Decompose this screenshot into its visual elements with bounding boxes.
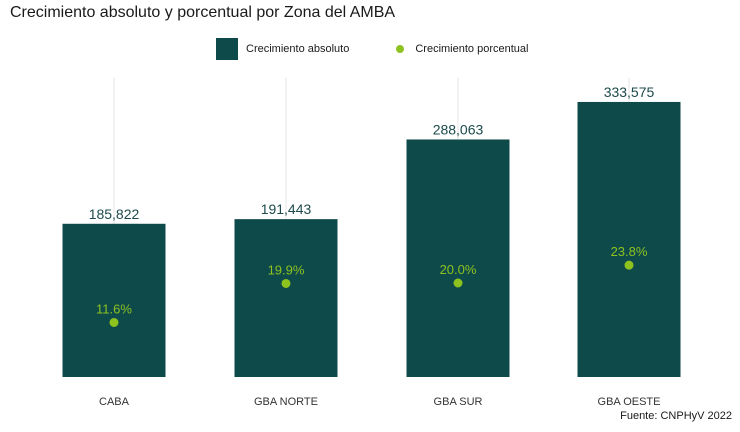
point-gba-oeste: [624, 260, 634, 270]
legend-marker-percent: [389, 38, 411, 60]
bar-label-gba-oeste: 333,575: [604, 84, 655, 100]
legend-swatch-absolute: [216, 38, 238, 60]
bar-gba-oeste: [577, 101, 681, 377]
x-tick-label-gba-sur: GBA SUR: [434, 396, 483, 408]
x-tick-label-gba-norte: GBA NORTE: [254, 396, 318, 408]
bar-gba-norte: [234, 219, 338, 377]
bar-label-gba-norte: 191,443: [261, 201, 312, 217]
point-label-caba: 11.6%: [96, 301, 132, 316]
point-label-gba-sur: 20.0%: [440, 262, 477, 277]
legend-label-absolute: Crecimiento absoluto: [246, 43, 350, 55]
bar-label-caba: 185,822: [89, 206, 140, 222]
legend: Crecimiento absoluto Crecimiento porcent…: [216, 38, 528, 60]
point-gba-norte: [281, 278, 291, 288]
point-caba: [109, 317, 119, 327]
legend-dot-icon: [396, 45, 405, 53]
legend-label-percent: Crecimiento porcentual: [415, 43, 529, 55]
bar-label-gba-sur: 288,063: [433, 121, 484, 137]
bar-gba-sur: [406, 139, 510, 377]
legend-item-absolute: Crecimiento absoluto: [216, 38, 349, 60]
point-label-gba-oeste: 23.8%: [611, 244, 648, 259]
x-tick-label-gba-oeste: GBA OESTE: [598, 396, 661, 408]
x-tick-label-caba: CABA: [99, 396, 130, 408]
chart-title: Crecimiento absoluto y porcentual por Zo…: [10, 4, 396, 21]
point-gba-sur: [453, 278, 463, 288]
bar-caba: [62, 223, 166, 377]
point-label-gba-norte: 19.9%: [268, 262, 305, 277]
chart-caption: Fuente: CNPHyV 2022: [620, 410, 732, 422]
legend-item-percent: Crecimiento porcentual: [389, 38, 528, 60]
